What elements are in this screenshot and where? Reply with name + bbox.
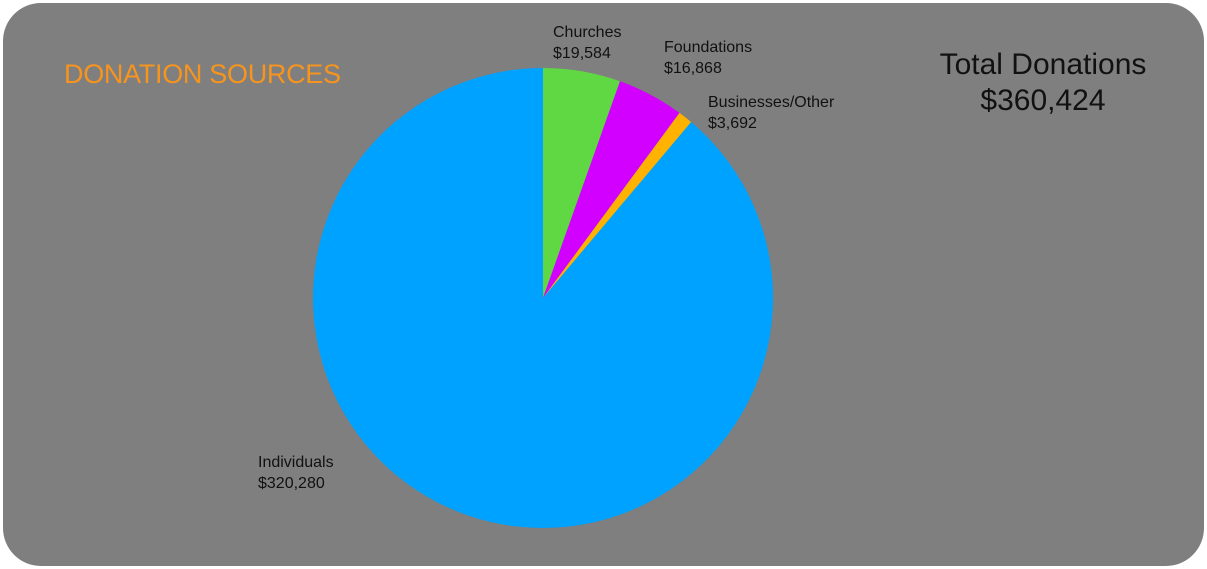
pie-slice-churches: [543, 67, 621, 298]
pie-chart: [313, 67, 774, 528]
slice-label-churches-name: Churches: [553, 24, 622, 41]
slice-label-foundations-value: $16,868: [664, 60, 722, 77]
slice-label-individuals-value: $320,280: [258, 475, 325, 492]
slice-label-individuals: Individuals $320,280: [258, 452, 334, 494]
total-donations: Total Donations $360,424: [908, 47, 1178, 119]
slice-label-churches-value: $19,584: [553, 45, 611, 62]
total-donations-value: $360,424: [980, 84, 1106, 117]
chart-title: DONATION SOURCES: [64, 59, 341, 89]
slice-label-foundations-name: Foundations: [664, 39, 753, 56]
pie-slice-individuals: [313, 68, 774, 528]
pie-slice-foundations: [543, 81, 680, 299]
chart-panel: DONATION SOURCES Total Donations $360,42…: [3, 3, 1204, 566]
slice-label-businesses-other-value: $3,692: [708, 115, 757, 132]
slice-label-foundations: Foundations $16,868: [664, 37, 752, 79]
total-donations-label: Total Donations: [939, 48, 1147, 81]
slice-label-churches: Churches $19,584: [553, 22, 621, 64]
slice-label-individuals-name: Individuals: [258, 454, 334, 471]
pie-slice-businesses-other: [543, 112, 692, 299]
slice-label-businesses-other: Businesses/Other $3,692: [708, 92, 834, 134]
slice-label-businesses-other-name: Businesses/Other: [708, 94, 835, 111]
